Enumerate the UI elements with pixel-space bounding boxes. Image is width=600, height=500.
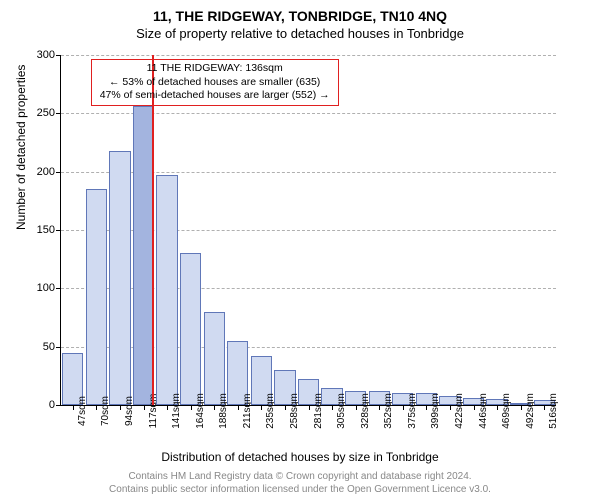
bar: [86, 189, 107, 405]
callout-line: 11 THE RIDGEWAY: 136sqm: [100, 62, 330, 76]
ytick-label: 250: [37, 107, 55, 119]
y-axis-label: Number of detached properties: [14, 65, 28, 230]
ytick-mark: [56, 113, 61, 114]
x-axis-label: Distribution of detached houses by size …: [0, 450, 600, 464]
footer-line-2: Contains public sector information licen…: [0, 483, 600, 496]
xtick-mark: [309, 405, 310, 410]
xtick-mark: [214, 405, 215, 410]
title-main: 11, THE RIDGEWAY, TONBRIDGE, TN10 4NQ: [0, 0, 600, 24]
ytick-mark: [56, 55, 61, 56]
title-sub: Size of property relative to detached ho…: [0, 24, 600, 41]
marker-line: [152, 55, 154, 405]
callout-line: 47% of semi-detached houses are larger (…: [100, 89, 330, 103]
ytick-label: 150: [37, 224, 55, 236]
callout-box: 11 THE RIDGEWAY: 136sqm← 53% of detached…: [91, 59, 339, 106]
xtick-mark: [379, 405, 380, 410]
xtick-mark: [332, 405, 333, 410]
chart-container: 11, THE RIDGEWAY, TONBRIDGE, TN10 4NQ Si…: [0, 0, 600, 500]
bar: [204, 312, 225, 405]
xtick-label: 492sqm: [525, 393, 536, 429]
xtick-mark: [426, 405, 427, 410]
ytick-label: 50: [43, 341, 55, 353]
xtick-mark: [120, 405, 121, 410]
bar: [109, 151, 130, 405]
callout-line: ← 53% of detached houses are smaller (63…: [100, 76, 330, 90]
ytick-mark: [56, 405, 61, 406]
ytick-mark: [56, 172, 61, 173]
xtick-mark: [497, 405, 498, 410]
footer: Contains HM Land Registry data © Crown c…: [0, 470, 600, 496]
xtick-mark: [450, 405, 451, 410]
xtick-mark: [96, 405, 97, 410]
ytick-label: 300: [37, 49, 55, 61]
xtick-label: 516sqm: [548, 393, 559, 429]
gridline: [61, 55, 556, 56]
xtick-mark: [474, 405, 475, 410]
xtick-mark: [261, 405, 262, 410]
xtick-mark: [521, 405, 522, 410]
ytick-mark: [56, 288, 61, 289]
ytick-mark: [56, 230, 61, 231]
ytick-label: 100: [37, 282, 55, 294]
xtick-mark: [73, 405, 74, 410]
xtick-mark: [403, 405, 404, 410]
xtick-mark: [285, 405, 286, 410]
xtick-mark: [167, 405, 168, 410]
xtick-mark: [544, 405, 545, 410]
ytick-label: 0: [49, 399, 55, 411]
xtick-mark: [356, 405, 357, 410]
footer-line-1: Contains HM Land Registry data © Crown c…: [0, 470, 600, 483]
bar: [180, 253, 201, 405]
xtick-mark: [191, 405, 192, 410]
xtick-mark: [238, 405, 239, 410]
plot-area: 05010015020025030047sqm70sqm94sqm117sqm1…: [60, 55, 556, 406]
ytick-mark: [56, 347, 61, 348]
xtick-label: 469sqm: [501, 393, 512, 429]
xtick-mark: [144, 405, 145, 410]
ytick-label: 200: [37, 166, 55, 178]
bar: [156, 175, 177, 405]
